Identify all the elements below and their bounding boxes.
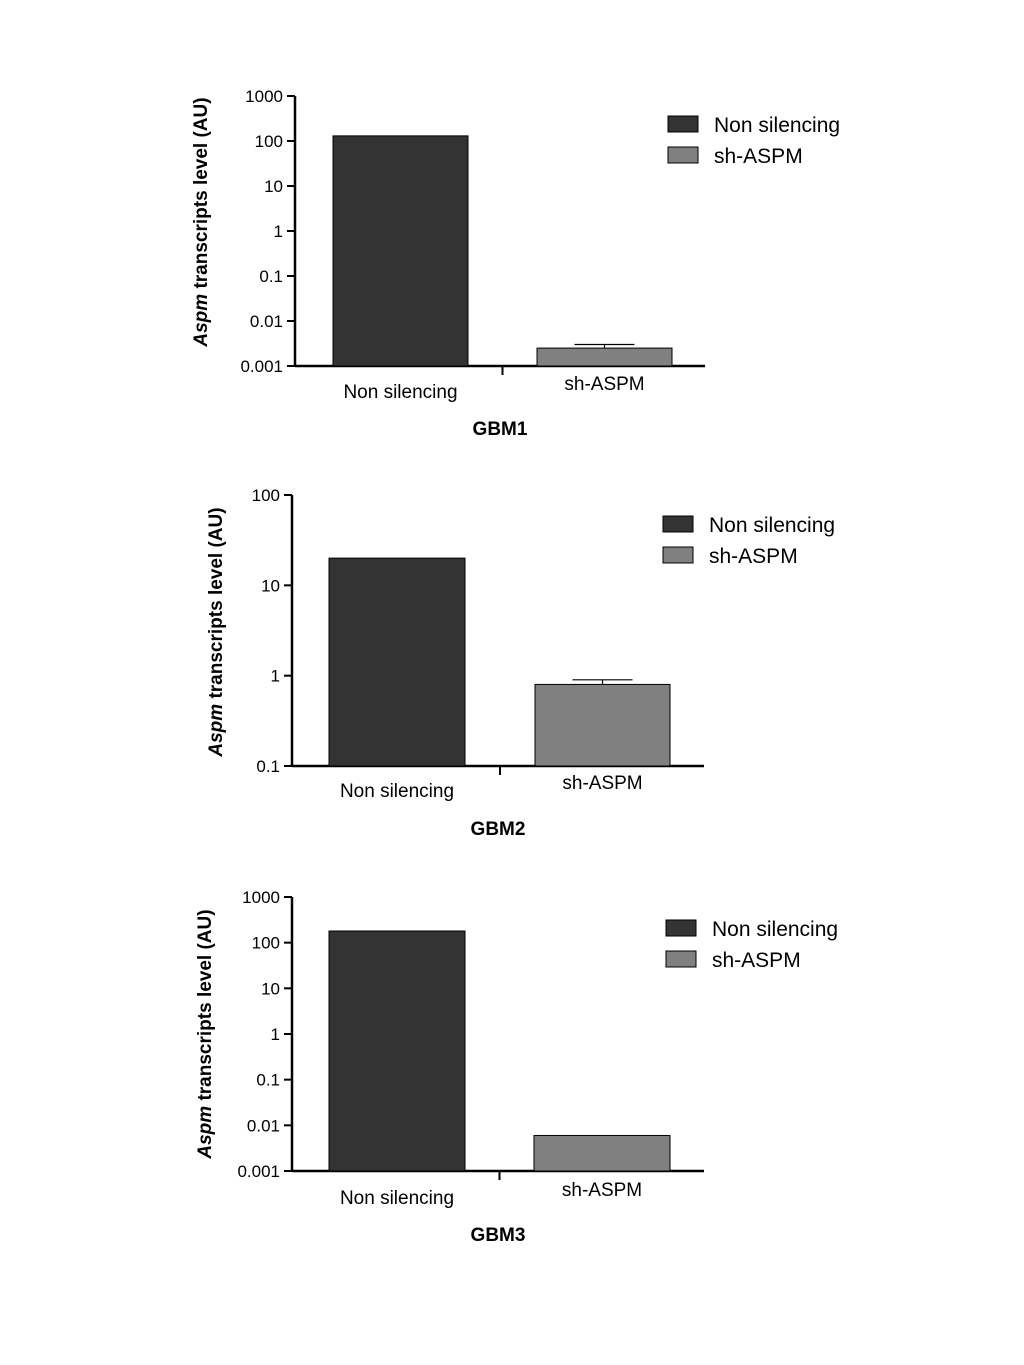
y-tick-label: 1000 <box>242 888 280 907</box>
chart-panel-3: 0.001 0.01 0.1 1 10 100 1000 Non silencing sh-AS… <box>195 888 838 1246</box>
y-axis-label: Aspm transcripts level (AU) <box>191 97 212 347</box>
category-label: sh-ASPM <box>562 773 642 794</box>
category-label: Non silencing <box>343 382 457 403</box>
legend-swatch <box>667 146 699 164</box>
y-tick-label: 0.001 <box>240 357 283 376</box>
chart-panel-1: 0.001 0.01 0.1 1 10 100 1000 Non silencing sh-AS… <box>191 87 840 440</box>
x-axis-label: GBM2 <box>471 819 526 840</box>
category-label: Non silencing <box>340 781 454 802</box>
legend-label: Non silencing <box>712 918 838 941</box>
bar-sh-aspm <box>533 1134 671 1172</box>
y-tick-label: 0.1 <box>256 757 280 776</box>
category-label: sh-ASPM <box>564 374 644 395</box>
legend-label: sh-ASPM <box>714 145 803 168</box>
chart-panel-2: 0.1 1 10 100 Non silencing sh-ASPM GBM2 Aspm tr… <box>206 486 835 840</box>
y-tick-label: 1000 <box>245 87 283 106</box>
y-tick-label: 0.001 <box>237 1162 280 1181</box>
legend-swatch <box>665 950 697 968</box>
category-label: Non silencing <box>340 1188 454 1209</box>
legend-swatch <box>667 115 699 133</box>
y-axis-label-text: transcripts level (AU) <box>195 909 216 1105</box>
bar-sh-aspm <box>536 347 673 367</box>
y-axis-label: Aspm transcripts level (AU) <box>206 507 227 757</box>
x-axis-label: GBM1 <box>473 419 528 440</box>
bar-non-silencing <box>328 557 466 767</box>
legend-label: Non silencing <box>709 514 835 537</box>
y-tick-label: 1 <box>271 1025 280 1044</box>
y-tick-label: 0.01 <box>247 1116 280 1135</box>
y-axis-label-gene: Aspm <box>195 1106 216 1160</box>
y-tick-label: 100 <box>252 486 280 505</box>
y-tick-label: 0.1 <box>256 1071 280 1090</box>
category-label: sh-ASPM <box>562 1180 642 1201</box>
legend-swatch <box>662 546 694 564</box>
y-tick-label: 100 <box>252 934 280 953</box>
y-tick-label: 0.01 <box>250 312 283 331</box>
x-axis-label: GBM3 <box>471 1225 526 1246</box>
y-tick-label: 10 <box>261 979 280 998</box>
y-axis-label-gene: Aspm <box>206 704 227 758</box>
bar-non-silencing <box>328 930 466 1172</box>
y-tick-label: 100 <box>255 132 283 151</box>
y-tick-label: 1 <box>274 222 283 241</box>
legend-swatch <box>665 919 697 937</box>
y-axis-label-text: transcripts level (AU) <box>191 97 212 293</box>
legend-swatch <box>662 515 694 533</box>
legend-label: Non silencing <box>714 114 840 137</box>
y-tick-label: 0.1 <box>259 267 283 286</box>
y-axis-label: Aspm transcripts level (AU) <box>195 909 216 1159</box>
y-axis-label-text: transcripts level (AU) <box>206 507 227 703</box>
y-tick-label: 10 <box>264 177 283 196</box>
y-axis-label-gene: Aspm <box>191 294 212 348</box>
legend-label: sh-ASPM <box>712 949 801 972</box>
y-tick-label: 10 <box>261 576 280 595</box>
legend-label: sh-ASPM <box>709 545 798 568</box>
bar-sh-aspm <box>534 683 671 767</box>
bar-non-silencing <box>332 135 469 367</box>
y-tick-label: 1 <box>271 667 280 686</box>
